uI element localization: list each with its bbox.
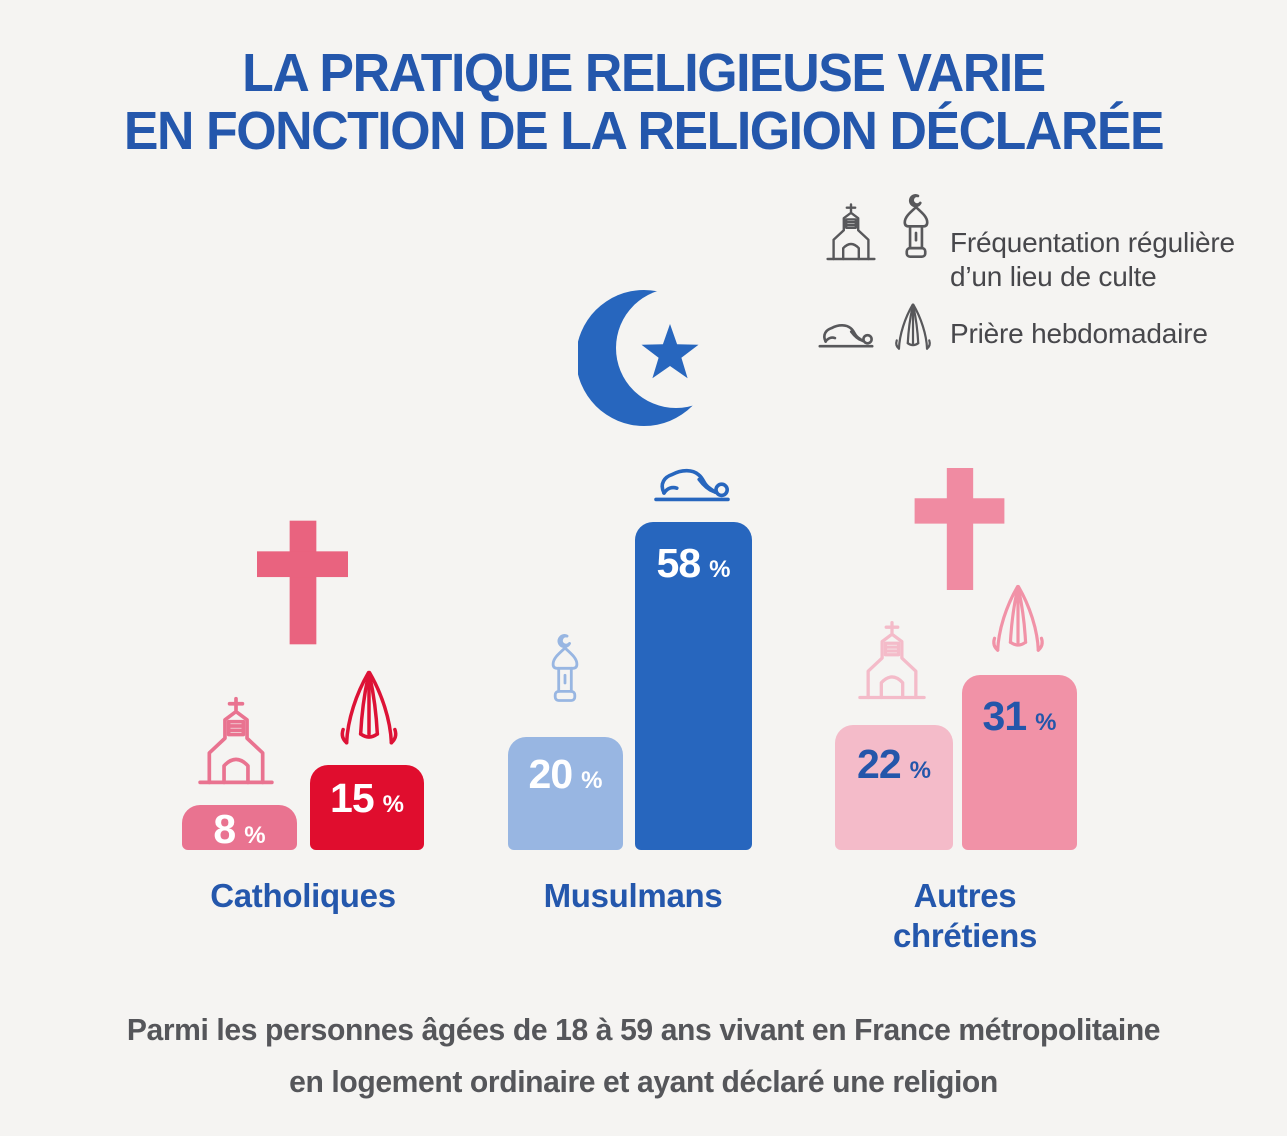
page-title: LA PRATIQUE RELIGIEUSE VARIE EN FONCTION…: [26, 44, 1262, 160]
minaret-icon: [896, 194, 936, 260]
church-icon: [824, 202, 878, 262]
church-icon: [194, 695, 278, 787]
bar-value-number: 15: [330, 775, 375, 821]
group-label-line: Catholiques: [210, 877, 396, 914]
legend-label-weekly-prayer: Prière hebdomadaire: [950, 317, 1208, 351]
latin-cross-icon: [912, 468, 1007, 590]
bar-catholiques-priere: 15 %: [310, 765, 424, 850]
bar-catholiques-frequentation: 8 %: [182, 805, 297, 850]
bar-value: 15 %: [310, 778, 424, 819]
bar-value: 31 %: [962, 696, 1077, 737]
group-label-line: Musulmans: [543, 877, 723, 914]
prostration-icon: [814, 303, 878, 351]
legend-label-line: Fréquentation régulière: [950, 227, 1235, 258]
footnote: Parmi les personnes âgées de 18 à 59 ans…: [19, 1004, 1267, 1108]
bar-value-number: 58: [656, 540, 702, 586]
bar-musulmans-frequentation: 20 %: [508, 737, 623, 850]
church-icon: [855, 613, 929, 708]
group-label-musulmans: Musulmans: [480, 876, 786, 916]
footnote-line-2: en logement ordinaire et ayant déclaré u…: [289, 1064, 998, 1099]
bar-value: 22 %: [835, 744, 953, 785]
bar-autres-chretiens-priere: 31 %: [962, 675, 1077, 850]
legend-label-line: Prière hebdomadaire: [950, 318, 1208, 349]
prostration-icon: [648, 439, 736, 507]
bar-value-number: 20: [528, 751, 574, 797]
bar-value-unit: %: [581, 767, 603, 794]
praying-hands-icon: [980, 577, 1056, 655]
bar-value-unit: %: [382, 791, 404, 818]
bar-value-number: 22: [857, 741, 902, 787]
crescent-and-star-icon: [578, 284, 703, 432]
latin-cross-icon: [257, 520, 348, 645]
group-label-line: Autres: [913, 877, 1017, 914]
group-label-line: chrétiens: [892, 917, 1038, 954]
footnote-line-1: Parmi les personnes âgées de 18 à 59 ans…: [126, 1012, 1161, 1047]
bar-value: 20 %: [508, 754, 623, 795]
bar-autres-chretiens-frequentation: 22 %: [835, 725, 953, 850]
bar-value-unit: %: [709, 556, 731, 583]
bar-value: 8 %: [182, 809, 297, 850]
bar-value-number: 31: [982, 693, 1028, 739]
bar-value: 58 %: [635, 543, 752, 584]
legend-label-worship-attendance: Fréquentation régulière d’un lieu de cul…: [950, 226, 1235, 294]
bar-value-unit: %: [1035, 709, 1057, 736]
bar-value-number: 8: [213, 806, 236, 852]
group-label-catholiques: Catholiques: [150, 876, 456, 916]
group-label-autres-chretiens: Autres chrétiens: [810, 876, 1120, 956]
title-line-2: EN FONCTION DE LA RELIGION DÉCLARÉE: [123, 101, 1165, 161]
bar-musulmans-priere: 58 %: [635, 522, 752, 850]
legend-label-line: d’un lieu de culte: [950, 261, 1157, 292]
bar-value-unit: %: [244, 822, 266, 849]
praying-hands-icon: [888, 298, 938, 352]
praying-hands-icon: [330, 662, 408, 748]
title-line-1: LA PRATIQUE RELIGIEUSE VARIE: [242, 43, 1046, 103]
bar-value-unit: %: [909, 757, 931, 784]
minaret-icon: [544, 620, 586, 718]
